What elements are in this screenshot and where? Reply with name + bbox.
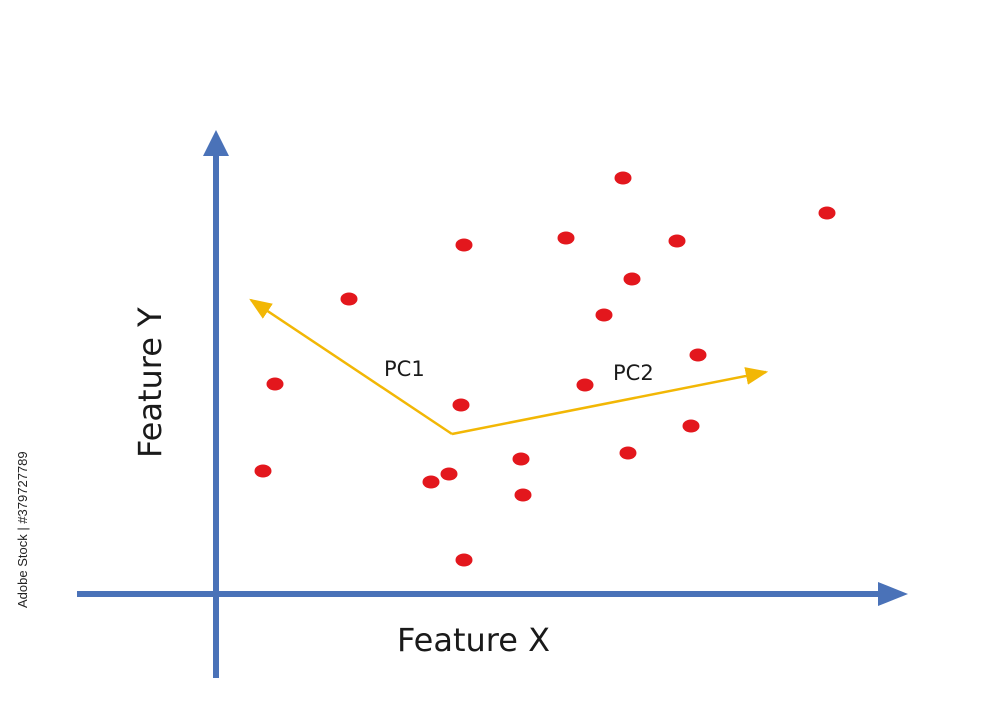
axes — [77, 130, 908, 678]
x-axis-arrowhead — [878, 582, 908, 606]
pc1-label: PC1 — [384, 357, 425, 381]
stock-watermark-text: Adobe Stock | #379727789 — [15, 451, 30, 608]
data-point — [266, 377, 284, 391]
data-point — [557, 231, 575, 245]
pc2-vector — [451, 367, 769, 436]
data-point — [455, 238, 473, 252]
data-point — [614, 171, 632, 185]
data-point — [512, 452, 530, 466]
data-points — [254, 171, 836, 567]
y-axis-arrowhead — [203, 130, 229, 156]
data-point — [514, 488, 532, 502]
data-point — [623, 272, 641, 286]
data-point — [340, 292, 358, 306]
data-point — [619, 446, 637, 460]
y-axis-label: Feature Y — [131, 307, 169, 458]
data-point — [254, 464, 272, 478]
data-point — [689, 348, 707, 362]
x-axis-label: Feature X — [397, 621, 550, 659]
data-point — [576, 378, 594, 392]
data-point — [422, 475, 440, 489]
data-point — [455, 553, 473, 567]
data-point — [682, 419, 700, 433]
data-point — [440, 467, 458, 481]
pc-vectors: PC1 PC2 — [249, 298, 769, 436]
pc1-vector — [249, 298, 453, 436]
data-point — [668, 234, 686, 248]
data-point — [595, 308, 613, 322]
pc2-label: PC2 — [613, 361, 654, 385]
data-point — [818, 206, 836, 220]
data-point — [452, 398, 470, 412]
